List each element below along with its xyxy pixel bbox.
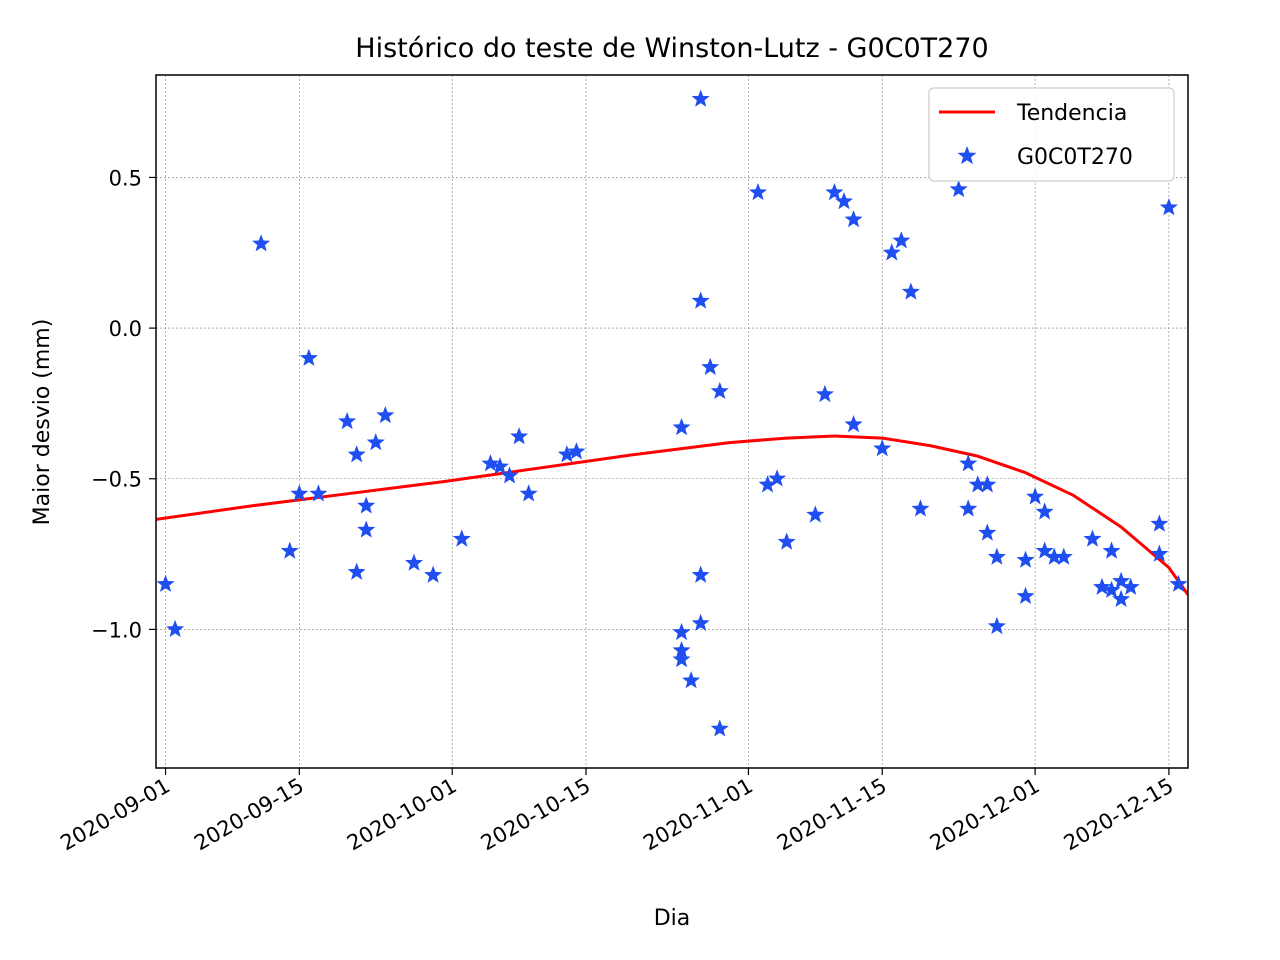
y-axis-title: Maior desvio (mm)	[30, 319, 55, 526]
data-point	[567, 442, 586, 460]
data-point	[873, 439, 892, 457]
data-point	[1026, 487, 1045, 505]
data-point	[777, 532, 796, 550]
y-tick-label: 0.5	[109, 166, 142, 190]
data-point	[1035, 502, 1054, 520]
data-point	[1102, 541, 1121, 559]
data-point	[1054, 547, 1073, 565]
data-point	[1169, 574, 1188, 592]
data-point	[1083, 529, 1102, 547]
data-point	[347, 445, 366, 463]
data-point	[1112, 589, 1131, 607]
data-point	[672, 650, 691, 668]
data-point	[1159, 198, 1178, 216]
data-point	[834, 192, 854, 210]
data-point	[748, 183, 768, 201]
data-point	[710, 381, 729, 400]
data-point	[987, 547, 1006, 565]
data-point	[672, 418, 691, 436]
data-point	[682, 671, 701, 689]
data-point	[691, 89, 710, 107]
data-point	[156, 574, 175, 592]
data-point	[825, 183, 844, 201]
data-point	[510, 427, 529, 445]
data-point	[691, 565, 710, 583]
data-point	[1150, 544, 1169, 562]
data-point	[672, 640, 691, 659]
legend-label: G0C0T270	[1017, 145, 1133, 170]
data-point	[357, 520, 376, 538]
data-point	[691, 291, 710, 309]
axes-frame	[155, 74, 1189, 769]
legend-label: Tendencia	[1016, 101, 1127, 126]
legend-star-swatch	[957, 146, 977, 165]
data-point	[404, 553, 424, 571]
y-tick-label: −0.5	[91, 468, 142, 492]
data-point	[959, 454, 978, 472]
trend-line	[156, 434, 1188, 596]
y-tick-label: −1.0	[91, 618, 142, 642]
plot-area	[156, 89, 1188, 737]
data-point	[1112, 571, 1131, 589]
data-point	[280, 541, 299, 559]
data-point	[347, 562, 366, 580]
data-point	[768, 469, 787, 487]
data-point	[376, 405, 395, 424]
data-point	[892, 231, 911, 249]
data-point	[691, 613, 710, 632]
data-point	[500, 466, 519, 484]
data-point	[481, 454, 500, 472]
data-point	[815, 384, 834, 403]
data-point	[490, 457, 510, 475]
data-point	[978, 475, 997, 493]
data-point	[557, 445, 576, 463]
data-point	[366, 433, 385, 451]
data-point	[701, 357, 720, 375]
data-point	[710, 719, 729, 737]
chart-title: Histórico do teste de Winston-Lutz - G0C…	[355, 33, 988, 64]
data-point	[290, 484, 309, 502]
data-point	[299, 348, 318, 366]
data-point	[166, 619, 185, 638]
data-point	[357, 496, 376, 514]
grid	[156, 75, 1188, 768]
data-point	[901, 282, 920, 300]
data-point	[911, 499, 930, 517]
data-point	[338, 412, 357, 430]
data-point	[758, 475, 777, 493]
data-point	[1016, 586, 1035, 604]
data-point	[1035, 541, 1054, 559]
data-point	[1092, 577, 1112, 595]
data-point	[1150, 514, 1169, 532]
data-point	[806, 505, 825, 523]
data-point	[309, 484, 328, 502]
data-point	[672, 622, 691, 641]
legend: Tendencia G0C0T270	[928, 87, 1175, 182]
data-point	[844, 415, 863, 433]
data-point	[882, 243, 901, 261]
data-point	[1045, 547, 1064, 565]
data-point	[452, 529, 471, 547]
data-point	[1016, 550, 1035, 568]
data-point	[978, 523, 997, 541]
data-point	[949, 180, 968, 198]
data-point	[1102, 580, 1121, 598]
data-point	[987, 616, 1006, 635]
y-tick-label: 0.0	[109, 317, 142, 341]
data-point	[252, 234, 271, 252]
data-point	[959, 499, 978, 517]
data-point	[519, 484, 538, 502]
data-point	[424, 565, 443, 583]
data-point	[968, 475, 987, 493]
x-axis-title: Dia	[654, 906, 691, 931]
data-point	[1121, 577, 1140, 595]
data-point	[844, 210, 863, 228]
